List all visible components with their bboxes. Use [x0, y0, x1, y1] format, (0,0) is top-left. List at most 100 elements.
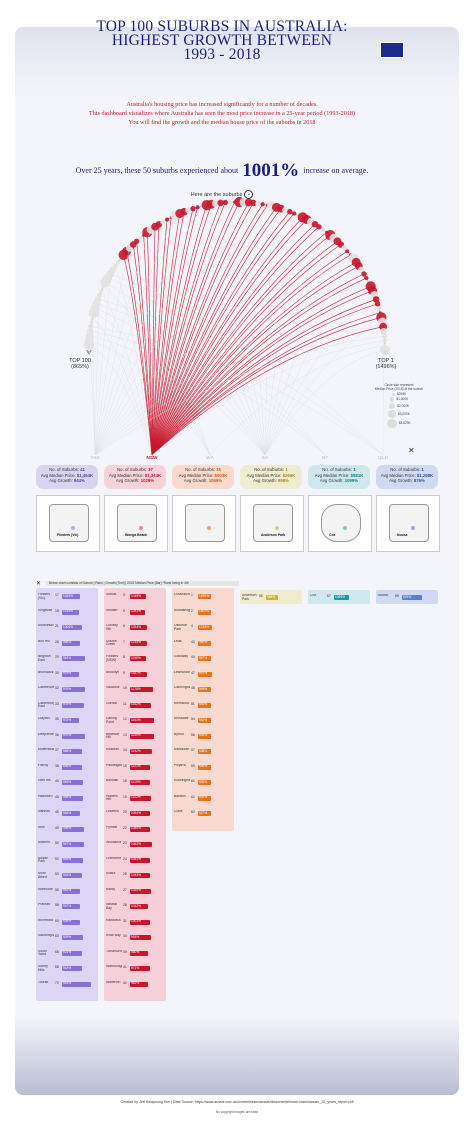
- suburb-row[interactable]: Brighton East 29 981%: [38, 655, 96, 662]
- suburb-row[interactable]: Pymble 22 1080%: [106, 826, 164, 833]
- summary-label: Avg Growth:: [319, 478, 345, 483]
- suburb-row[interactable]: South Yarra 66 921%: [38, 950, 96, 957]
- suburb-row[interactable]: Ashburton 21 1006%: [38, 624, 96, 631]
- close-icon[interactable]: ✕: [408, 446, 415, 455]
- suburb-rank: 68: [55, 965, 59, 969]
- suburb-row[interactable]: Paddington 15 1121%: [106, 764, 164, 771]
- suburb-row[interactable]: Clovelly Hill 6 1254%: [106, 624, 164, 631]
- suburb-row[interactable]: Lesmurdie 47 951%: [174, 671, 232, 678]
- close-filter-icon[interactable]: ✕: [36, 581, 42, 587]
- suburb-row[interactable]: Manly 27 1020%: [106, 888, 164, 895]
- suburb-row[interactable]: Glen Iris 40 963%: [38, 779, 96, 786]
- state-axis-label[interactable]: QLD: [377, 456, 389, 461]
- suburb-row[interactable]: Rose Bay 34 993%: [106, 934, 164, 941]
- suburb-row[interactable]: Baldivis 62 930%: [174, 795, 232, 802]
- suburb-row[interactable]: Lindfield 20 1094%: [106, 810, 164, 817]
- suburb-row[interactable]: Collie 64 927%: [174, 810, 232, 817]
- suburb-row[interactable]: Randwick 31 1001%: [106, 919, 164, 926]
- suburb-row[interactable]: Mosman 14 1132%: [106, 748, 164, 755]
- suburb-row[interactable]: Loxahatchee1 1496%: [174, 593, 232, 600]
- state-summary-card[interactable]: No. of Suburbs: 1 Avg Median Price: $1,29…: [376, 465, 438, 489]
- suburb-row[interactable]: Flinders (Vic) 17 1033%: [38, 593, 96, 600]
- suburb-row[interactable]: Balmain 16 1110%: [106, 779, 164, 786]
- suburb-row[interactable]: Kelmscott 51 945%: [174, 702, 232, 709]
- state-axis-label[interactable]: NSW: [146, 456, 158, 461]
- state-map[interactable]: Flinders (Vic): [36, 495, 100, 552]
- suburb-row[interactable]: Osborne Park 4 1318%: [174, 624, 232, 631]
- suburb-row[interactable]: Waverton 42 962%: [106, 981, 164, 988]
- arc-link: [107, 277, 326, 456]
- suburb-row[interactable]: Cremorne 24 1051%: [106, 857, 164, 864]
- state-summary-card[interactable]: No. of Suburbs: 37 Avg Median Price: $1,3…: [104, 465, 166, 489]
- suburb-row[interactable]: Double Creek 7 1215%: [106, 640, 164, 647]
- state-summary-card[interactable]: No. of Suburbs: 1 Avg Median Price: $581K…: [308, 465, 370, 489]
- suburb-row[interactable]: Mont Albert 53 943%: [38, 872, 96, 879]
- suburb-row[interactable]: Hunters Hill 19 1102%: [106, 795, 164, 802]
- suburb-rank: 49: [55, 825, 59, 830]
- suburb-row[interactable]: Pinjarra 59 936%: [174, 764, 232, 771]
- state-map[interactable]: Anderson Park: [240, 495, 304, 552]
- suburb-row[interactable]: Brooklyn 9 1187%: [106, 671, 164, 678]
- chevron-down-icon[interactable]: ⌄: [244, 190, 254, 199]
- state-axis-label[interactable]: WA: [206, 456, 214, 461]
- suburb-row[interactable]: Mandurah 57 938%: [174, 748, 232, 755]
- suburb-row[interactable]: Neutral Bay 28 1012%: [106, 903, 164, 910]
- suburb-row[interactable]: Wahroonga 41 971%: [106, 965, 164, 972]
- suburb-row[interactable]: Leda 43 960%: [174, 640, 232, 647]
- suburb-row[interactable]: Byford 56 939%: [174, 733, 232, 740]
- suburb-row[interactable]: Turramurra 39 980%: [106, 950, 164, 957]
- suburb-row[interactable]: Elsternwick 37 968%: [38, 748, 96, 755]
- suburb-row[interactable]: Prahran 58 937%: [38, 903, 96, 910]
- suburb-row[interactable]: Ivanhoe 46 953%: [38, 810, 96, 817]
- suburb-row[interactable]: Gordon 11 1162%: [106, 702, 164, 709]
- suburb-row[interactable]: Kingsville 18 1014%: [38, 609, 96, 616]
- suburb-row[interactable]: Vaucluse 10 1178%: [106, 686, 164, 693]
- median-price-bar: [62, 625, 82, 630]
- suburb-row[interactable]: Golloway 44 957%: [174, 655, 232, 662]
- suburb-row[interactable]: Toorak 70 915%: [38, 981, 96, 988]
- suburb-row[interactable]: Darling Point 12 1151%: [106, 717, 164, 724]
- suburb-row[interactable]: Surrey Hills 68 918%: [38, 965, 96, 972]
- suburb-dot: [112, 263, 118, 269]
- state-summary-card[interactable]: No. of Suburbs: 1 Avg Median Price: $266K…: [240, 465, 302, 489]
- suburb-row[interactable]: Cox 67 1099%: [310, 594, 368, 601]
- state-summary-card[interactable]: No. of Suburbs: 15 Avg Median Price: $503…: [172, 465, 234, 489]
- suburb-row[interactable]: Woollahra 23 1062%: [106, 841, 164, 848]
- suburb-row[interactable]: Clayton 35 972%: [38, 717, 96, 724]
- suburb-row[interactable]: Armadale 54 942%: [174, 717, 232, 724]
- suburb-row[interactable]: Box Hill 26 986%: [38, 640, 96, 647]
- state-axis-label[interactable]: SA: [261, 456, 269, 461]
- suburb-row[interactable]: Malvern 50 947%: [38, 841, 96, 848]
- suburb-row[interactable]: Flinders (NSW) 8 1198%: [106, 655, 164, 662]
- suburb-row[interactable]: Cannington 48 949%: [174, 686, 232, 693]
- state-axis-label[interactable]: TAS: [90, 456, 100, 461]
- suburb-row[interactable]: Killara 25 1043%: [106, 872, 164, 879]
- suburb-row[interactable]: Mundaring 2 1402%: [174, 609, 232, 616]
- suburb-row[interactable]: Suffolk 3 1339%: [106, 593, 164, 600]
- state-axis-label[interactable]: NT: [321, 456, 329, 461]
- state-map[interactable]: Cox: [308, 495, 372, 552]
- state-summary-card[interactable]: No. of Suburbs: 41 Avg Median Price: $1,4…: [36, 465, 98, 489]
- suburb-row[interactable]: Hawthorn 45 955%: [38, 795, 96, 802]
- suburb-row[interactable]: Middle Park 52 944%: [38, 857, 96, 864]
- scroll-hint[interactable]: Here are the suburbs ⌄: [20, 190, 424, 199]
- suburb-row[interactable]: Camberwell32 976%: [38, 686, 96, 693]
- state-map[interactable]: Wonga Beach: [104, 495, 168, 552]
- suburb-row[interactable]: Fitzroy 38 966%: [38, 764, 96, 771]
- suburb-row[interactable]: Rockingham61 932%: [174, 779, 232, 786]
- suburb-row[interactable]: Bellevue Hill 13 1140%: [106, 733, 164, 740]
- suburb-row[interactable]: Deepdene 36 970%: [38, 733, 96, 740]
- suburb-row[interactable]: Northcote 55 941%: [38, 888, 96, 895]
- suburb-row[interactable]: Stewart 5 1281%: [106, 609, 164, 616]
- suburb-row[interactable]: Noosa 69 876%: [378, 594, 436, 601]
- suburb-row[interactable]: Brunswick 30 979%: [38, 671, 96, 678]
- suburb-row[interactable]: Richmond 60 935%: [38, 919, 96, 926]
- suburb-dot: [287, 209, 293, 215]
- suburb-row[interactable]: Sandringham63 929%: [38, 934, 96, 941]
- state-map[interactable]: [172, 495, 236, 552]
- state-map[interactable]: Noosa: [376, 495, 440, 552]
- suburb-row[interactable]: Canterbury East 33 975%: [38, 702, 96, 709]
- footer-credit[interactable]: Created by Jeff Hwayoung Kim | Data Sour…: [120, 1100, 354, 1104]
- suburb-row[interactable]: Anderson Park 65 998%: [242, 594, 300, 601]
- suburb-row[interactable]: Kew 49 948%: [38, 826, 96, 833]
